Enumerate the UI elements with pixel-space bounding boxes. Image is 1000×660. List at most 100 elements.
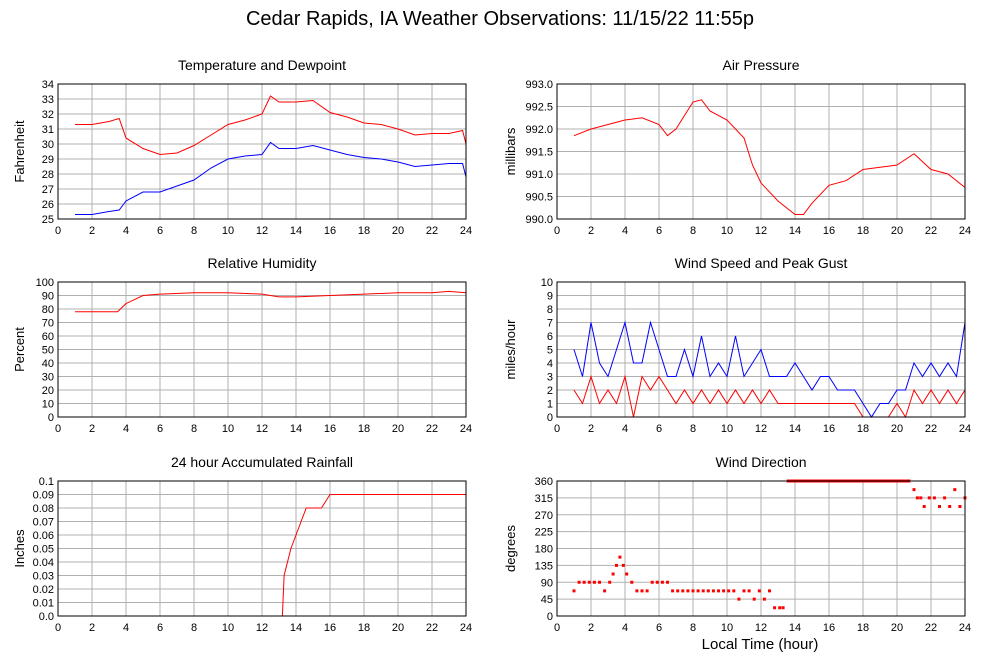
x-tick-label: 2 [588,423,594,435]
x-tick-label: 14 [290,225,302,237]
y-tick-label: 0.02 [33,584,54,596]
y-tick-label: 4 [547,358,553,370]
x-tick-label: 2 [588,225,594,237]
x-tick-label: 10 [222,622,234,634]
series-line-0 [75,290,467,313]
x-tick-label: 18 [358,423,370,435]
y-axis-label: miles/hour [503,319,518,380]
data-point [621,563,625,567]
data-point [592,580,596,584]
data-point [650,580,654,584]
data-point [660,580,664,584]
y-axis-label: Percent [12,327,27,372]
y-tick-label: 0.07 [33,517,54,529]
x-tick-label: 14 [789,225,801,237]
data-point [742,589,746,593]
data-point [762,597,766,601]
x-tick-label: 22 [925,622,937,634]
series-line-0 [573,99,966,215]
data-point [706,589,710,593]
data-point [696,589,700,593]
y-tick-label: 5 [547,345,553,357]
x-tick-label: 0 [55,225,61,237]
x-tick-label: 22 [925,225,937,237]
page-title: Cedar Rapids, IA Weather Observations: 1… [245,8,755,30]
y-tick-label: 6 [547,331,553,343]
plot-frame [57,83,467,220]
data-point [577,580,581,584]
y-tick-label: 360 [535,476,553,488]
x-tick-label: 14 [290,423,302,435]
x-tick-label: 12 [256,423,268,435]
data-point [686,589,690,593]
x-tick-label: 12 [256,622,268,634]
y-tick-label: 0.1 [39,476,54,488]
y-tick-label: 0.09 [33,490,54,502]
y-tick-label: 9 [547,291,553,303]
chart-0: 0 2 4 6 8 10 12 14 16 18 20 22 242526272829303132333… [12,57,472,237]
y-tick-label: 180 [535,544,553,556]
x-tick-label: 0 [554,225,560,237]
y-tick-label: 30 [42,139,54,151]
data-point [732,589,736,593]
y-axis-label: Inches [12,529,27,568]
y-tick-label: 30 [42,372,54,384]
x-tick-label: 0 [55,423,61,435]
y-tick-label: 225 [535,527,553,539]
x-tick-label: 22 [426,423,438,435]
x-tick-label: 6 [656,622,662,634]
y-tick-label: 270 [535,510,553,522]
x-tick-label: 16 [823,423,835,435]
y-tick-label: 990.0 [525,214,553,226]
data-point [701,589,705,593]
x-tick-label: 20 [891,225,903,237]
data-point [938,505,941,508]
series-line-0 [75,494,466,617]
x-tick-label: 2 [588,622,594,634]
chart-title: Air Pressure [722,57,799,73]
x-tick-label: 4 [123,622,129,634]
chart-2: 0 2 4 6 8 10 12 14 16 18 20 22 240102030405060708090… [12,255,472,435]
x-tick-label: 4 [123,423,129,435]
y-tick-label: 2 [547,385,553,397]
plot-frame [57,480,467,617]
y-tick-label: 32 [42,109,54,121]
y-tick-label: 8 [547,304,553,316]
data-point [778,606,782,610]
data-point [615,563,618,567]
y-tick-label: 33 [42,94,54,106]
y-tick-label: 0 [547,412,553,424]
data-point [640,589,644,593]
data-point [711,589,715,593]
x-tick-label: 24 [959,225,971,237]
data-point [722,589,726,593]
x-tick-label: 14 [789,622,801,634]
y-tick-label: 25 [42,214,54,226]
chart-title: Temperature and Dewpoint [178,57,346,73]
data-point [611,572,615,576]
data-point [768,589,771,593]
chart-5: 0 2 4 6 8 10 12 14 16 18 20 22 240459013518022527031… [503,454,971,634]
x-tick-label: 8 [690,225,696,237]
x-tick-label: 14 [789,423,801,435]
data-point [691,589,695,593]
y-tick-label: 10 [541,277,553,289]
data-point [953,488,957,492]
x-tick-label: 24 [959,423,971,435]
x-tick-label: 22 [925,423,937,435]
series-line-1 [75,141,467,215]
x-tick-label: 24 [460,423,472,435]
data-point [572,589,576,593]
y-tick-label: 70 [42,318,54,330]
data-point [915,496,919,500]
x-tick-label: 10 [222,225,234,237]
x-tick-label: 2 [89,423,95,435]
data-point [757,589,761,593]
x-tick-label: 20 [891,423,903,435]
plot-frame [556,281,966,418]
chart-title: Wind Speed and Peak Gust [675,255,848,271]
data-point [676,589,680,593]
x-tick-label: 18 [857,225,869,237]
data-point [582,580,586,584]
